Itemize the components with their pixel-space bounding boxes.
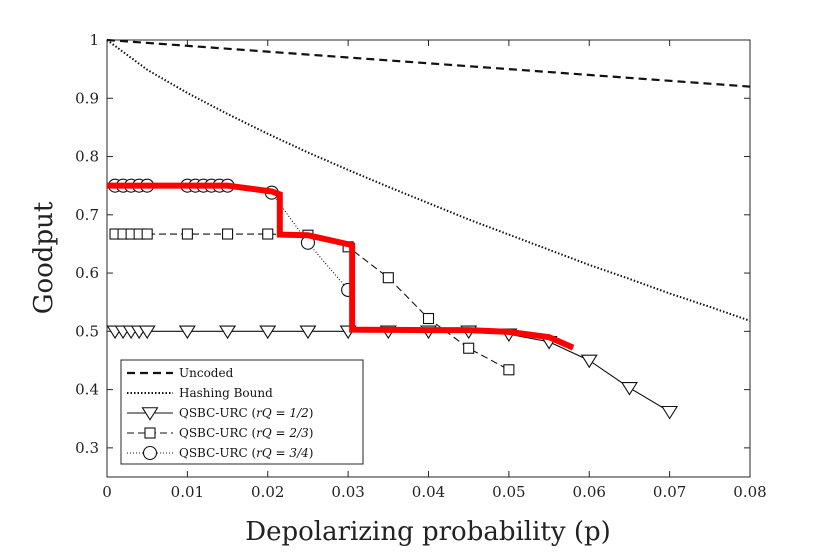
x-tick-label: 0	[102, 483, 112, 501]
x-tick-label: 0.05	[492, 483, 525, 501]
data-point	[299, 325, 317, 340]
legend-entry: QSBC-URC (rQ = 3/4)	[127, 445, 313, 461]
y-tick-label: 0.9	[75, 89, 99, 107]
y-tick-label: 0.8	[75, 148, 99, 166]
data-point	[422, 312, 435, 325]
legend-entry: QSBC-URC (rQ = 2/3)	[127, 426, 313, 440]
data-point	[580, 354, 598, 369]
legend-entry: Hashing Bound	[127, 386, 273, 400]
x-axis-label: Depolarizing probability (p)	[245, 517, 611, 547]
y-tick-label: 1	[89, 31, 99, 49]
legend-box	[120, 359, 364, 465]
x-tick-label: 0.04	[412, 483, 445, 501]
data-point	[181, 228, 193, 240]
legend-marker	[141, 407, 159, 421]
data-point	[503, 364, 515, 376]
x-tick-label: 0.07	[653, 483, 686, 501]
y-axis-label: Goodput	[29, 201, 59, 314]
x-tick-label: 0.02	[251, 483, 284, 501]
legend-label: Uncoded	[179, 366, 234, 380]
data-point	[178, 325, 196, 340]
data-point	[219, 325, 237, 340]
x-tick-label: 0.01	[171, 483, 204, 501]
data-point	[661, 405, 679, 420]
series-layer	[106, 38, 751, 420]
data-point	[222, 228, 234, 240]
series-line	[106, 38, 751, 88]
data-point	[382, 272, 394, 284]
data-point	[262, 228, 274, 240]
legend-entry: QSBC-URC (rQ = 1/2)	[127, 406, 313, 421]
series-uncoded	[106, 38, 751, 88]
series-hashing-bound	[106, 39, 751, 322]
legend-label: QSBC-URC (rQ = 2/3)	[179, 426, 313, 440]
x-tick-label: 0.03	[331, 483, 364, 501]
series-line	[107, 182, 575, 351]
data-point	[141, 228, 153, 240]
y-tick-label: 0.4	[75, 381, 99, 399]
x-tick-label: 0.06	[573, 483, 606, 501]
data-point	[259, 325, 277, 340]
series-best-envelope	[107, 182, 575, 351]
x-tick-label: 0.08	[733, 483, 766, 501]
legend-marker	[142, 445, 158, 461]
data-point	[138, 325, 156, 340]
y-tick-label: 0.3	[75, 439, 99, 457]
data-point	[463, 342, 475, 354]
axis-ticks: 0 0.01 0.02 0.03 0.04 0.05 0.06 0.07 0.08 0.3 0.4 0…	[75, 31, 767, 501]
y-tick-label: 0.7	[75, 206, 99, 224]
legend-marker	[144, 427, 156, 439]
legend-entry: Uncoded	[127, 366, 234, 380]
legend-label: Hashing Bound	[179, 386, 273, 400]
legend: Uncoded Hashing Bound QSBC-URC (rQ = 1/2) Q…	[120, 359, 364, 465]
legend-label: QSBC-URC (rQ = 3/4)	[179, 446, 313, 460]
y-tick-label: 0.6	[75, 264, 99, 282]
legend-label: QSBC-URC (rQ = 1/2)	[179, 406, 313, 420]
data-point	[620, 382, 638, 396]
series-line	[106, 39, 751, 322]
y-tick-label: 0.5	[75, 322, 99, 340]
